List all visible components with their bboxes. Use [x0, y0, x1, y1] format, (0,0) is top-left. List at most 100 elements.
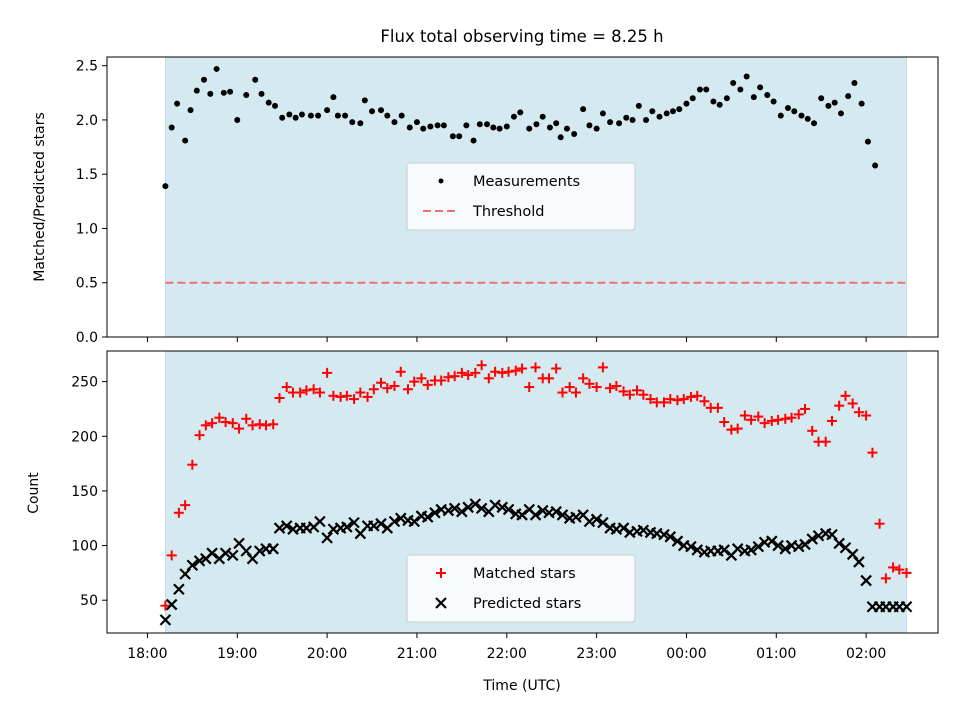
- measurement-point: [420, 125, 427, 132]
- measurement-point: [456, 133, 463, 140]
- predicted-star-stroke: [529, 509, 542, 521]
- measurement-point: [851, 80, 858, 87]
- y-tick-label: 2.0: [76, 113, 98, 129]
- measurement-point: [580, 106, 587, 113]
- measurement-point: [804, 115, 811, 122]
- predicted-star-point: [280, 520, 293, 532]
- predicted-star-stroke: [610, 523, 623, 535]
- matched-star-point: [160, 600, 171, 611]
- measurement-point: [730, 80, 737, 87]
- predicted-star-stroke: [758, 536, 771, 549]
- predicted-star-point: [314, 515, 326, 528]
- measurement-point: [557, 134, 564, 141]
- measurement-point: [307, 112, 314, 119]
- measurement-point: [406, 124, 413, 131]
- measurement-point: [324, 107, 331, 114]
- matched-star-point: [658, 397, 669, 408]
- predicted-star-stroke: [685, 540, 697, 553]
- matched-star-point: [207, 418, 218, 429]
- matched-star-point: [314, 387, 325, 398]
- measurement-point: [286, 111, 293, 118]
- matched-star-point: [544, 373, 555, 384]
- measurement-point: [757, 84, 764, 91]
- predicted-star-point: [173, 583, 185, 596]
- matched-star-point: [834, 400, 845, 411]
- measurement-point: [342, 112, 349, 119]
- matched-star-point: [624, 389, 635, 400]
- x-tick-label: 00:00: [666, 646, 706, 662]
- predicted-star-point: [752, 540, 765, 553]
- predicted-star-point: [475, 502, 488, 515]
- measurement-point: [298, 111, 305, 118]
- predicted-star-stroke: [745, 544, 757, 556]
- measurement-point: [517, 109, 524, 116]
- legend-label: Measurements: [473, 174, 580, 190]
- predicted-star-stroke: [253, 545, 266, 557]
- plot-frame: [106, 56, 939, 338]
- matched-star-point: [719, 417, 730, 428]
- bottom-y-axis-label: Count: [26, 472, 42, 514]
- measurement-point: [234, 116, 241, 123]
- predicted-star-point: [219, 547, 232, 559]
- measurement-point: [330, 94, 337, 101]
- matched-star-point: [241, 413, 252, 424]
- x-axis-label: Time (UTC): [482, 678, 560, 694]
- predicted-star-stroke: [833, 537, 845, 550]
- measurement-point: [635, 102, 642, 109]
- measurement-point: [656, 113, 663, 120]
- matched-star-point: [874, 518, 885, 529]
- predicted-star-point: [718, 544, 730, 556]
- bottom-panel: 50 100 150 200 250 18:00 19:00 20:00 21:00 22:00 2…: [71, 350, 939, 662]
- x-tick-label: 20:00: [307, 646, 347, 662]
- matched-star-point: [456, 367, 467, 378]
- predicted-star-stroke: [267, 543, 279, 555]
- matched-star-point: [341, 390, 352, 401]
- measurement-point: [811, 120, 818, 127]
- matched-star-point: [322, 367, 333, 378]
- measurement-point: [361, 97, 368, 104]
- matched-star-point: [739, 410, 750, 421]
- predicted-star-point: [766, 535, 778, 547]
- predicted-star-point: [731, 543, 744, 555]
- predicted-star-stroke: [772, 539, 784, 552]
- matched-star-point: [888, 562, 899, 573]
- predicted-star-point: [860, 574, 872, 587]
- measurement-point: [716, 101, 723, 108]
- plot-frame: [106, 350, 939, 634]
- predicted-star-point: [502, 503, 515, 516]
- predicted-star-stroke: [159, 614, 172, 626]
- measurement-point: [476, 121, 483, 128]
- measurement-point: [563, 125, 570, 132]
- measurement-point: [689, 95, 696, 102]
- matched-star-point: [409, 376, 420, 387]
- measurement-point: [463, 122, 470, 129]
- predicted-star-stroke: [165, 598, 178, 611]
- y-tick-label: 1.5: [76, 167, 98, 183]
- matched-star-point: [759, 418, 770, 429]
- predicted-star-stroke: [779, 543, 792, 555]
- measurement-point: [279, 114, 286, 121]
- predicted-star-stroke: [179, 568, 191, 580]
- predicted-star-stroke: [853, 556, 865, 568]
- matched-star-point: [611, 380, 622, 391]
- matched-star-point: [308, 384, 319, 395]
- predicted-star-stroke: [219, 547, 232, 559]
- measurement-point: [683, 100, 690, 107]
- predicted-star-stroke: [226, 549, 239, 562]
- predicted-star-stroke: [583, 515, 596, 528]
- measurement-point: [784, 105, 791, 112]
- y-tick-label: 150: [71, 484, 98, 500]
- matched-star-point: [214, 412, 225, 423]
- measurement-point: [434, 122, 441, 129]
- predicted-star-stroke: [550, 505, 562, 518]
- measurement-point: [413, 119, 420, 126]
- measurement-point: [710, 98, 717, 105]
- top-legend: Measurements Threshold: [406, 162, 636, 231]
- matched-star-point: [395, 366, 406, 377]
- x-tick-label: 21:00: [397, 646, 437, 662]
- predicted-star-point: [590, 513, 603, 526]
- measurement-point: [845, 93, 852, 100]
- matched-star-point: [470, 367, 481, 378]
- measurement-point: [258, 90, 265, 97]
